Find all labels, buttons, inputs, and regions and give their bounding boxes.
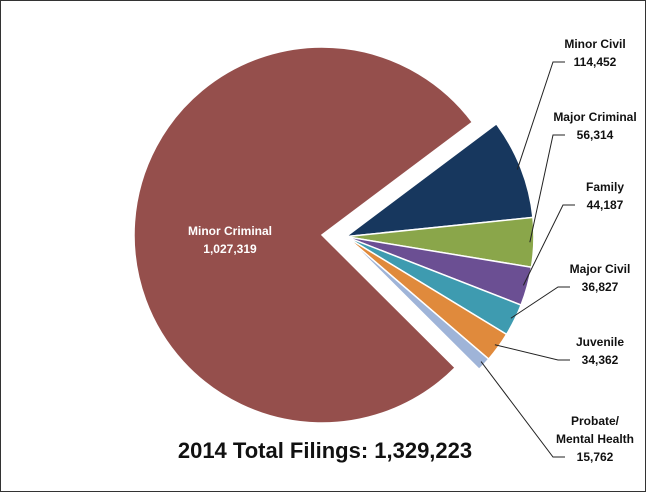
slice-value: 44,187 xyxy=(587,198,624,212)
leader-line xyxy=(516,61,565,170)
slice-value: 36,827 xyxy=(582,280,619,294)
slice-name: Probate/Mental Health xyxy=(556,414,634,446)
slice-value: 1,027,319 xyxy=(203,242,257,256)
slice-value: 114,452 xyxy=(574,55,617,69)
slice-name: Family xyxy=(586,180,624,194)
slice-name: Major Civil xyxy=(570,262,631,276)
leader-line xyxy=(480,361,565,458)
slice-value: 34,362 xyxy=(582,353,619,367)
pie-slice xyxy=(343,122,534,238)
slice-name: Minor Civil xyxy=(564,37,625,51)
pie-slice xyxy=(133,46,474,424)
slice-value: 15,762 xyxy=(577,450,614,464)
slice-value: 56,314 xyxy=(577,128,614,142)
leader-line xyxy=(494,344,570,361)
pie-slice xyxy=(345,236,490,371)
leader-line xyxy=(522,204,575,286)
leader-line xyxy=(510,286,570,319)
name-line: Probate/ xyxy=(571,414,620,428)
name-line: Mental Health xyxy=(556,432,634,446)
slice-name: Major Criminal xyxy=(553,110,636,124)
leader-line xyxy=(529,134,565,243)
chart-title: 2014 Total Filings: 1,329,223 xyxy=(178,438,472,463)
slice-name: Minor Criminal xyxy=(188,224,272,238)
slice-name: Juvenile xyxy=(576,335,624,349)
